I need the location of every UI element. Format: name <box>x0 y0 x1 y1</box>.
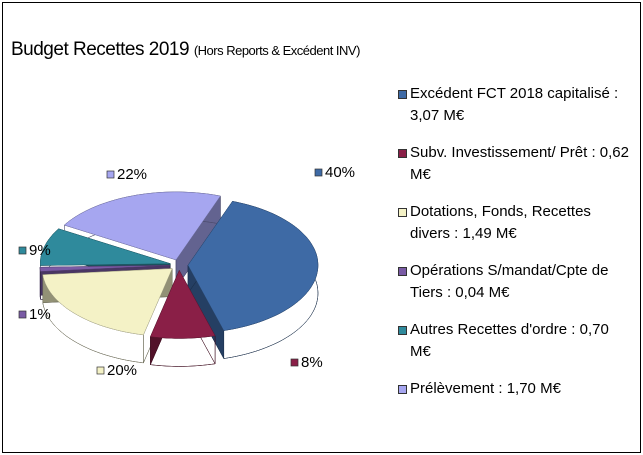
legend-item: Opérations S/mandat/Cpte de Tiers : 0,04… <box>398 260 633 304</box>
legend-swatch <box>398 208 407 217</box>
slice <box>39 265 171 272</box>
data-label: 20% <box>107 362 137 379</box>
legend-label: Excédent FCT 2018 capitalisé : 3,07 M€ <box>410 85 619 124</box>
data-label: 40% <box>325 164 355 181</box>
slice <box>63 191 221 261</box>
chart-title: Budget Recettes 2019 <box>11 39 190 60</box>
legend-swatch <box>398 149 407 158</box>
legend-label: Prélèvement : 1,70 M€ <box>410 380 561 397</box>
slice <box>187 201 319 331</box>
label-swatch <box>290 358 299 367</box>
legend-swatch <box>398 267 407 276</box>
slice <box>40 228 171 266</box>
data-label: 22% <box>117 166 147 183</box>
data-label: 9% <box>29 242 51 259</box>
legend-swatch <box>398 385 407 394</box>
slice <box>42 268 173 336</box>
legend-label: Subv. Investissement/ Prêt : 0,62 M€ <box>410 144 629 183</box>
legend-label: Dotations, Fonds, Recettes divers : 1,49… <box>410 203 591 242</box>
legend-label: Opérations S/mandat/Cpte de Tiers : 0,04… <box>410 262 609 301</box>
label-swatch <box>18 310 27 319</box>
data-label: 1% <box>29 306 51 323</box>
legend-item: Excédent FCT 2018 capitalisé : 3,07 M€ <box>398 83 633 127</box>
legend-item: Dotations, Fonds, Recettes divers : 1,49… <box>398 201 633 245</box>
legend-swatch <box>398 326 407 335</box>
legend-item: Prélèvement : 1,70 M€ <box>398 378 633 400</box>
slice <box>150 269 216 339</box>
legend-item: Autres Recettes d'ordre : 0,70 M€ <box>398 319 633 363</box>
legend: Excédent FCT 2018 capitalisé : 3,07 M€ Su… <box>398 83 633 415</box>
label-swatch <box>314 168 323 177</box>
legend-label: Autres Recettes d'ordre : 0,70 M€ <box>410 321 609 360</box>
label-swatch <box>18 246 27 255</box>
label-swatch <box>106 170 115 179</box>
chart-title-block: Budget Recettes 2019 (Hors Reports & Exc… <box>11 39 360 61</box>
label-swatch <box>96 366 105 375</box>
data-label: 8% <box>301 354 323 371</box>
chart-subtitle: (Hors Reports & Excédent INV) <box>193 43 361 58</box>
legend-item: Subv. Investissement/ Prêt : 0,62 M€ <box>398 142 633 186</box>
pie-area: 40% 8% 20% 1% 9% 22% <box>18 164 355 379</box>
legend-swatch <box>398 90 407 99</box>
